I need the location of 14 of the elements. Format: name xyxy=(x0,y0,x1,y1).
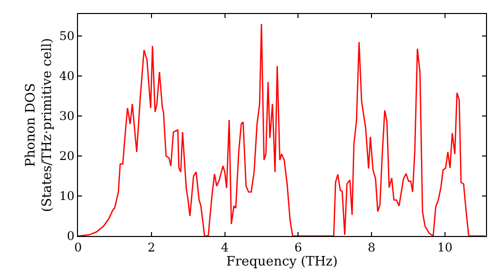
y-tick-label: 30 xyxy=(59,109,74,124)
y-tick-label: 0 xyxy=(66,229,74,244)
x-tick-label: 6 xyxy=(294,240,302,254)
x-tick-label: 10 xyxy=(437,240,453,254)
y-tick-label: 10 xyxy=(59,189,74,204)
x-tick-label: 4 xyxy=(220,240,229,254)
y-tick-label: 20 xyxy=(59,149,74,164)
y-tick-label: 40 xyxy=(59,69,74,84)
x-tick-label: 8 xyxy=(368,240,376,254)
x-axis-title: Frequency (THz) xyxy=(226,254,338,270)
y-tick-label: 50 xyxy=(59,29,74,44)
y-axis-title: Phonon DOS (States/THz·primitive cell) xyxy=(23,38,56,212)
line-series xyxy=(78,23,486,236)
x-tick-label: 2 xyxy=(148,240,156,254)
